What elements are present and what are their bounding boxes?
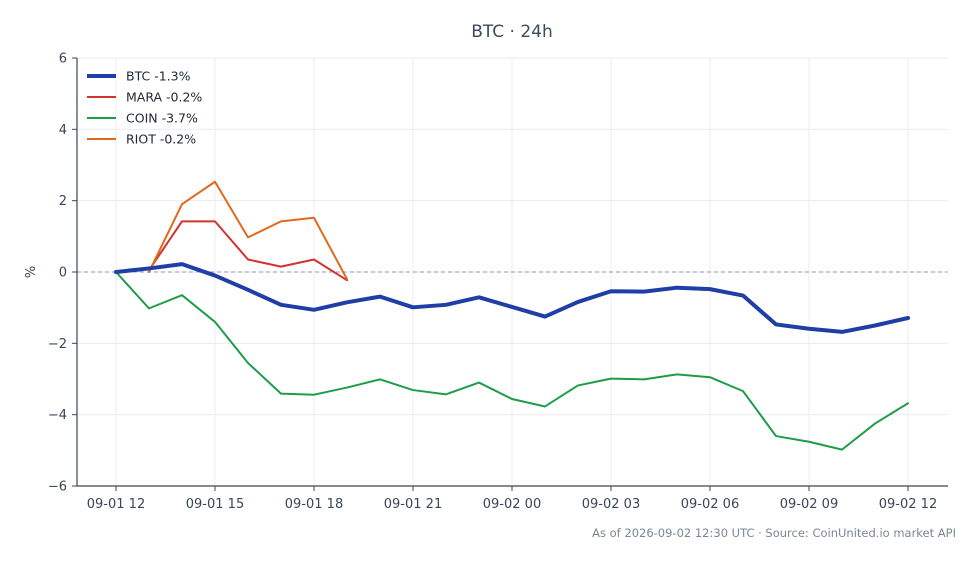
series-line-mara — [148, 220, 348, 282]
source-footnote: As of 2026-09-02 12:30 UTC · Source: Coi… — [592, 526, 956, 540]
y-axis-label: % — [24, 266, 39, 278]
y-tick-label: 4 — [59, 123, 67, 138]
y-tick-label: −4 — [48, 408, 67, 423]
x-tick-label: 09-02 09 — [780, 497, 838, 512]
x-tick-label: 09-01 18 — [285, 497, 343, 512]
x-tick-label: 09-02 03 — [582, 497, 640, 512]
x-tick-label: 09-01 21 — [384, 497, 442, 512]
legend-label: COIN -3.7% — [126, 111, 198, 126]
legend-item: COIN -3.7% — [87, 111, 198, 126]
x-tick-label: 09-01 12 — [87, 497, 145, 512]
legend: BTC -1.3% MARA -0.2% COIN -3.7% RIOT -0.2% — [87, 69, 202, 147]
y-tick-label: 6 — [59, 52, 67, 67]
x-tick-label: 09-01 15 — [186, 497, 244, 512]
x-tick-label: 09-02 06 — [681, 497, 739, 512]
series-line-btc — [114, 262, 910, 334]
legend-item: RIOT -0.2% — [87, 132, 196, 147]
grid — [77, 57, 948, 487]
series-lines — [114, 180, 910, 451]
legend-label: BTC -1.3% — [126, 69, 191, 84]
x-tick-label: 09-02 00 — [483, 497, 541, 512]
series-line-riot — [148, 180, 348, 281]
y-tick-label: 2 — [59, 194, 67, 209]
axes: −6 −4 −2 0 2 4 6 09-01 12 09-01 15 09-01 18 09-01 … — [48, 52, 948, 512]
legend-item: BTC -1.3% — [87, 69, 191, 84]
legend-item: MARA -0.2% — [87, 90, 202, 105]
legend-label: MARA -0.2% — [126, 90, 202, 105]
series-line-coin — [115, 271, 909, 451]
y-tick-label: −2 — [48, 337, 67, 352]
chart-title: BTC · 24h — [471, 22, 553, 42]
y-tick-label: 0 — [59, 266, 67, 281]
x-tick-label: 09-02 12 — [879, 497, 937, 512]
y-tick-label: −6 — [48, 480, 67, 495]
legend-label: RIOT -0.2% — [126, 132, 196, 147]
